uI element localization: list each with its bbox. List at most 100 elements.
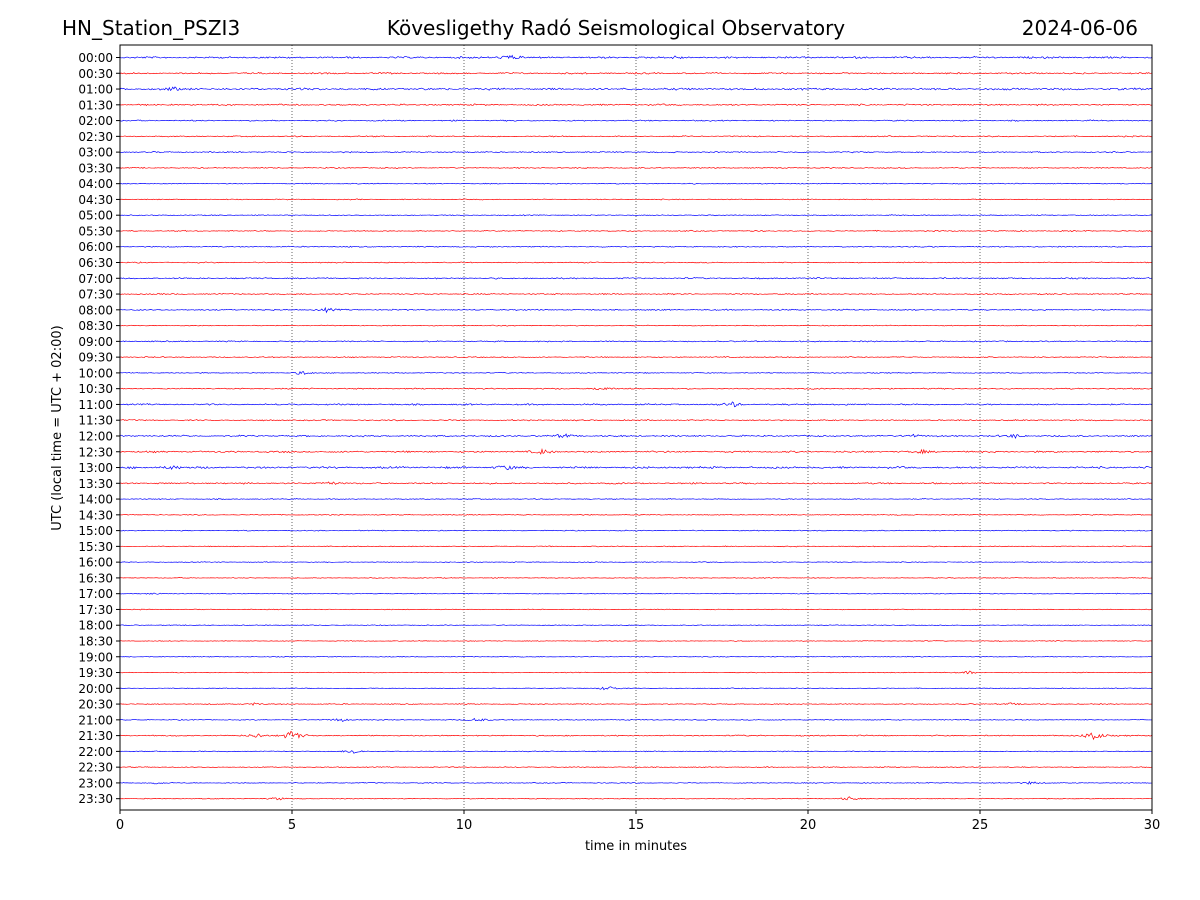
row-label-1900: 19:00	[78, 650, 113, 664]
row-label-0830: 08:30	[78, 319, 113, 333]
trace-0430	[119, 198, 1153, 201]
row-label-1300: 13:00	[78, 461, 113, 475]
trace-2030	[119, 702, 1153, 706]
row-label-1230: 12:30	[78, 445, 113, 459]
row-label-2300: 23:00	[78, 776, 113, 790]
trace-0930	[119, 356, 1153, 359]
xtick-label-20: 20	[800, 818, 817, 833]
row-label-1030: 10:30	[78, 382, 113, 396]
vertical-gridlines	[291, 45, 981, 810]
trace-2330	[119, 796, 1153, 801]
trace-1800	[119, 624, 1153, 627]
row-label-0500: 05:00	[78, 209, 113, 223]
trace-0230	[119, 135, 1153, 138]
row-label-0600: 06:00	[78, 240, 113, 254]
row-label-1200: 12:00	[78, 429, 113, 443]
x-axis-ticks: 0 5 10 15 20 25 30	[116, 810, 1160, 833]
trace-1730	[119, 608, 1153, 611]
row-label-0430: 04:30	[78, 193, 113, 207]
trace-1630	[119, 577, 1153, 579]
row-label-0530: 05:30	[78, 224, 113, 238]
row-label-0200: 02:00	[78, 114, 113, 128]
x-axis-label: time in minutes	[585, 839, 687, 854]
row-label-0330: 03:30	[78, 161, 113, 175]
trace-1230	[119, 448, 1153, 455]
row-label-1400: 14:00	[78, 493, 113, 507]
trace-0330	[119, 166, 1153, 169]
trace-2200	[119, 750, 1153, 754]
trace-1900	[119, 655, 1153, 658]
row-label-0800: 08:00	[78, 303, 113, 317]
trace-0830	[119, 324, 1153, 327]
row-label-2100: 21:00	[78, 713, 113, 727]
seismic-traces	[119, 54, 1153, 801]
row-label-0730: 07:30	[78, 288, 113, 302]
row-label-1830: 18:30	[78, 634, 113, 648]
xtick-label-5: 5	[288, 818, 296, 833]
row-label-0100: 01:00	[78, 83, 113, 97]
station-name: HN_Station_PSZI3	[62, 16, 241, 40]
row-label-1130: 11:30	[78, 414, 113, 428]
trace-0800	[119, 306, 1153, 314]
trace-1430	[119, 513, 1153, 516]
row-label-1600: 16:00	[78, 556, 113, 570]
trace-0630	[119, 261, 1153, 264]
row-label-2200: 22:00	[78, 745, 113, 759]
trace-1030	[119, 387, 1153, 391]
xtick-label-0: 0	[116, 818, 124, 833]
row-label-1630: 16:30	[78, 571, 113, 585]
trace-0000	[119, 54, 1153, 60]
row-label-1700: 17:00	[78, 587, 113, 601]
trace-1600	[119, 561, 1153, 563]
xtick-label-30: 30	[1144, 818, 1161, 833]
trace-1500	[119, 529, 1153, 532]
trace-2130	[119, 730, 1153, 741]
trace-1330	[119, 481, 1153, 485]
trace-0530	[119, 229, 1153, 232]
trace-0300	[119, 150, 1153, 154]
row-label-2330: 23:30	[78, 792, 113, 806]
row-label-0930: 09:30	[78, 351, 113, 365]
row-label-1530: 15:30	[78, 540, 113, 554]
trace-0700	[119, 277, 1153, 280]
trace-2300	[119, 780, 1152, 785]
trace-1700	[119, 592, 1153, 595]
row-label-2230: 22:30	[78, 761, 113, 775]
xtick-label-10: 10	[456, 818, 473, 833]
row-label-0000: 00:00	[78, 51, 113, 65]
plot-date: 2024-06-06	[1021, 16, 1138, 40]
trace-0030	[119, 71, 1153, 75]
trace-0900	[119, 340, 1153, 343]
row-label-1330: 13:30	[78, 477, 113, 491]
row-label-0630: 06:30	[78, 256, 113, 270]
trace-1400	[119, 498, 1153, 501]
row-label-0230: 02:30	[78, 130, 113, 144]
row-label-0900: 09:00	[78, 335, 113, 349]
trace-1200	[119, 433, 1153, 440]
trace-1830	[119, 640, 1153, 642]
row-label-1430: 14:30	[78, 508, 113, 522]
row-label-0300: 03:00	[78, 146, 113, 160]
row-label-1000: 10:00	[78, 366, 113, 380]
row-label-2000: 20:00	[78, 682, 113, 696]
row-label-1730: 17:30	[78, 603, 113, 617]
row-label-2030: 20:30	[78, 698, 113, 712]
trace-2100	[119, 717, 1153, 722]
trace-0600	[119, 245, 1153, 248]
row-label-0400: 04:00	[78, 177, 113, 191]
trace-1130	[119, 419, 1153, 422]
observatory-title: Kövesligethy Radó Seismological Observat…	[386, 16, 846, 40]
trace-0400	[119, 182, 1153, 185]
row-label-0700: 07:00	[78, 272, 113, 286]
y-axis-label: UTC (local time = UTC + 02:00)	[50, 325, 65, 530]
trace-0730	[119, 292, 1153, 296]
trace-1100	[119, 401, 1153, 408]
trace-0130	[119, 103, 1153, 107]
trace-1000	[119, 371, 1153, 375]
xtick-label-15: 15	[628, 818, 645, 833]
trace-1300	[119, 465, 1153, 471]
trace-2000	[119, 686, 1153, 691]
xtick-label-25: 25	[972, 818, 989, 833]
